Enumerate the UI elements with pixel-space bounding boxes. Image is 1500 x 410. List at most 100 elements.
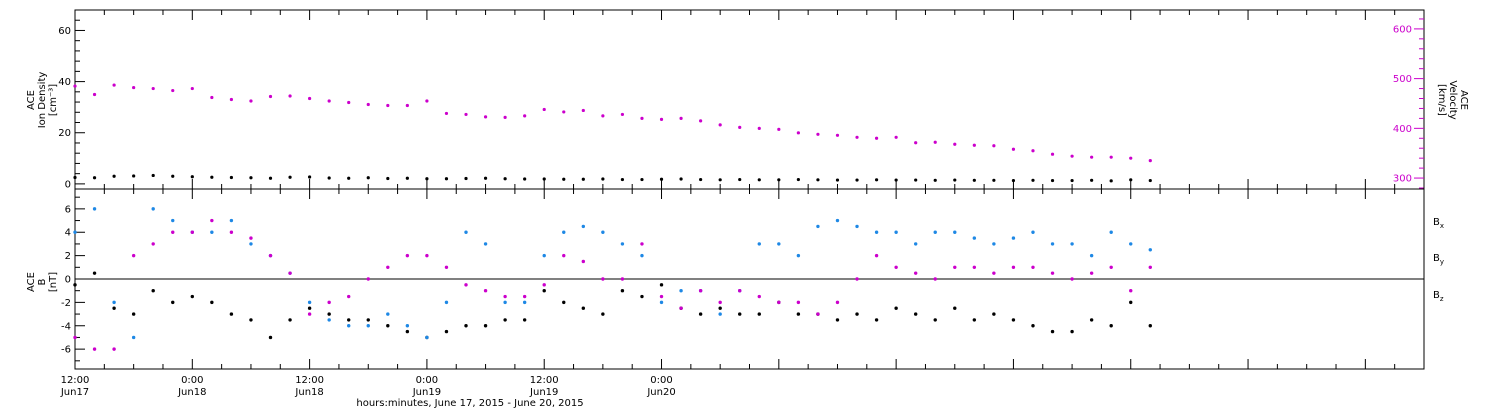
velocity-point (796, 131, 800, 135)
density-point (288, 175, 292, 179)
density-point (796, 177, 800, 182)
bz-point (894, 265, 898, 270)
bx-point (620, 288, 625, 293)
bx-point (796, 312, 801, 316)
bx-point (366, 318, 370, 322)
by-point (210, 230, 214, 234)
bx-point (601, 312, 605, 316)
density-point (1090, 178, 1094, 182)
velocity-axis-label-line-2: Velocity (1447, 80, 1458, 119)
by-point (1089, 253, 1094, 258)
density-point (992, 178, 996, 182)
velocity-point (835, 133, 840, 137)
velocity-point (562, 110, 566, 114)
by-point (1148, 248, 1152, 252)
bx-point (249, 318, 253, 322)
date-tick-label: Jun18 (177, 387, 206, 398)
bz-point (229, 230, 234, 234)
bx-point (229, 312, 234, 316)
bx-point (171, 300, 175, 305)
top-panel: 0 20 40 60 300 400 500 600 ACE Ion Density [cm… (26, 9, 1469, 190)
bz-point (679, 306, 683, 310)
density-point (1109, 179, 1113, 183)
velocity-point (425, 99, 429, 103)
bz-point (151, 242, 155, 246)
velocity-point (718, 123, 722, 127)
bx-point (659, 283, 664, 287)
density-point (1148, 178, 1152, 183)
velocity-point (483, 115, 488, 119)
density-point (171, 174, 175, 178)
by-point (562, 230, 566, 234)
bx-point (1089, 318, 1094, 322)
velocity-point (190, 86, 194, 91)
bz-point (190, 230, 195, 234)
top-series-velocity (73, 83, 1152, 163)
bz-point (718, 300, 722, 305)
bz-point (386, 265, 390, 270)
by-point (327, 318, 331, 322)
bz-point (1050, 271, 1055, 275)
velocity-point (210, 95, 214, 100)
legend-by: By (1433, 253, 1444, 266)
velocity-point (874, 136, 879, 140)
b-tick-label: 2 (65, 251, 71, 262)
bx-point (288, 318, 292, 322)
by-point (894, 230, 898, 234)
b-tick-label: 0 (65, 275, 71, 286)
velocity-point (268, 94, 273, 99)
bx-point (210, 300, 214, 305)
bz-point (816, 312, 820, 316)
velocity-point (542, 107, 546, 112)
bx-point (874, 318, 879, 322)
bx-point (640, 294, 644, 299)
by-point (425, 335, 429, 340)
velocity-point (288, 94, 292, 98)
density-point (874, 178, 879, 182)
density-point (816, 178, 820, 182)
velocity-point (151, 86, 155, 91)
velocity-point (1070, 154, 1074, 158)
by-point (953, 230, 957, 234)
bx-point (698, 312, 703, 316)
density-tick-label: 20 (58, 128, 71, 139)
legend: Bx By Bz (1433, 217, 1444, 303)
by-point (796, 253, 801, 258)
velocity-point (914, 141, 918, 145)
by-point (777, 242, 781, 246)
bx-point (1148, 324, 1152, 328)
bx-point (855, 312, 859, 316)
density-point (503, 177, 507, 181)
bz-point (307, 312, 312, 316)
density-point (679, 177, 683, 181)
velocity-point (738, 125, 742, 129)
bx-point (718, 306, 722, 310)
density-point (699, 177, 703, 182)
velocity-point (601, 114, 605, 118)
top-left-ticks: 0 20 40 60 (58, 19, 85, 190)
by-point (933, 230, 937, 234)
b-tick-label: -4 (61, 321, 71, 332)
density-point (151, 173, 155, 178)
time-tick-label: 0:00 (181, 375, 203, 386)
bz-point (1031, 265, 1035, 270)
bz-point (1070, 277, 1074, 281)
bz-point (268, 253, 273, 258)
b-tick-label: 4 (65, 228, 71, 239)
velocity-point (777, 127, 781, 131)
legend-bx: Bx (1433, 217, 1444, 230)
density-tick-label: 40 (58, 77, 71, 88)
velocity-point (444, 111, 449, 116)
bz-point (503, 294, 507, 299)
density-tick-label: 60 (58, 26, 71, 37)
bz-point (73, 335, 77, 340)
velocity-point (640, 116, 644, 120)
bottom-series-bz (73, 218, 1152, 351)
bottom-series-by (73, 207, 1152, 340)
density-point (640, 177, 644, 182)
bx-point (131, 312, 136, 316)
velocity-point (953, 142, 957, 146)
b-tick-label: -2 (61, 298, 71, 309)
legend-bz: Bz (1433, 290, 1444, 303)
time-tick-label: 12:00 (61, 375, 90, 386)
